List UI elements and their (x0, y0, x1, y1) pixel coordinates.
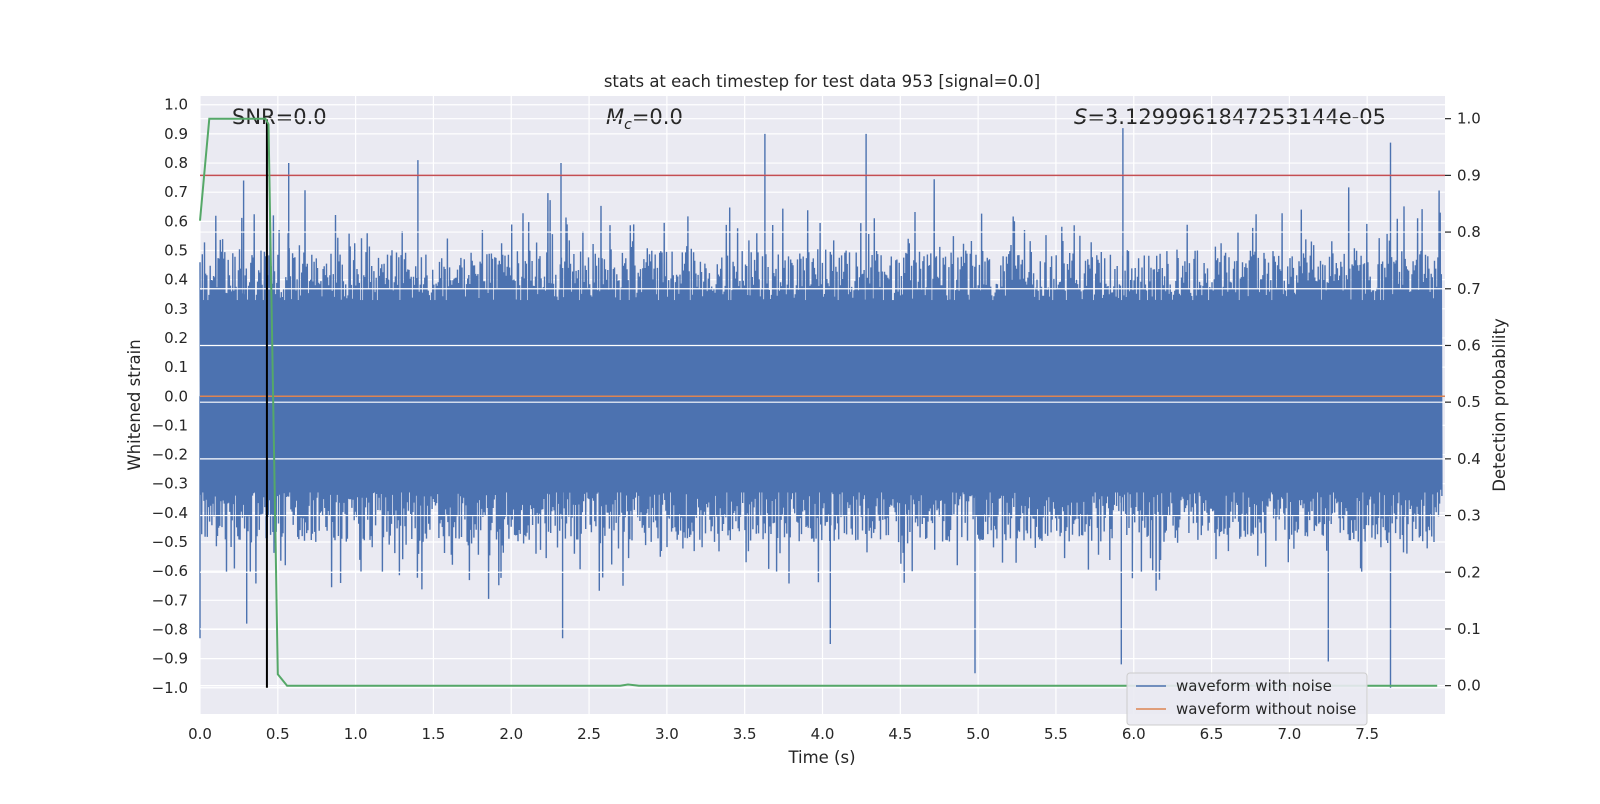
right-y-axis-ticks: 1.0 0.9 0.8 0.7 0.6 0.5 0.4 0.3 0.2 0.1 0.0 (1445, 110, 1481, 695)
chart-title: stats at each timestep for test data 953… (604, 72, 1040, 91)
legend-box (1126, 672, 1368, 726)
right-y-tick-label: 0.0 (1457, 677, 1481, 695)
right-y-axis-label: Detection probability (1490, 318, 1509, 492)
y-tick-label: 0.3 (164, 300, 188, 318)
x-tick-label: 6.5 (1200, 725, 1224, 743)
y-tick-label: −1.0 (152, 679, 188, 697)
right-y-tick-label: 0.4 (1457, 450, 1481, 468)
x-tick-label: 5.0 (966, 725, 990, 743)
y-axis-ticks: 1.0 0.9 0.8 0.7 0.6 0.5 0.4 0.3 0.2 0.1 0.0 −0.1 −0.… (152, 96, 188, 697)
y-tick-label: −0.4 (152, 504, 188, 522)
y-tick-label: 0.1 (164, 358, 188, 376)
x-tick-label: 5.5 (1044, 725, 1068, 743)
x-axis-label: Time (s) (787, 748, 855, 767)
legend-label-noise: waveform with noise (1176, 677, 1332, 695)
x-tick-label: 2.5 (577, 725, 601, 743)
y-tick-label: −0.2 (152, 446, 188, 464)
y-tick-label: 0.5 (164, 242, 188, 260)
right-y-tick-label: 0.6 (1457, 336, 1481, 354)
y-tick-label: 0.8 (164, 154, 188, 172)
right-y-tick-label: 0.8 (1457, 223, 1481, 241)
x-tick-label: 4.0 (811, 725, 835, 743)
y-tick-label: −0.9 (152, 650, 188, 668)
y-tick-label: 0.0 (164, 387, 188, 405)
x-tick-label: 0.0 (188, 725, 212, 743)
x-tick-label: 0.5 (266, 725, 290, 743)
x-tick-label: 2.0 (499, 725, 523, 743)
x-tick-label: 6.0 (1122, 725, 1146, 743)
y-tick-label: 0.2 (164, 329, 188, 347)
x-tick-label: 3.0 (655, 725, 679, 743)
right-y-tick-label: 0.3 (1457, 507, 1481, 525)
detection-probability-line (199, 117, 1438, 687)
right-y-tick-label: 1.0 (1457, 110, 1481, 128)
y-tick-label: 0.9 (164, 125, 188, 143)
y-tick-label: −0.3 (152, 475, 188, 493)
right-y-tick-label: 0.5 (1457, 393, 1481, 411)
y-tick-label: 1.0 (164, 96, 188, 114)
right-y-tick-label: 0.1 (1457, 620, 1481, 638)
snr-annotation: SNR=0.0 (232, 105, 327, 129)
right-y-tick-label: 0.7 (1457, 280, 1481, 298)
x-axis-ticks: 0.0 0.5 1.0 1.5 2.0 2.5 3.0 3.5 4.0 4.5 5.0 5.5 6.0 6… (188, 725, 1379, 743)
chirp-mass-symbol: M (606, 105, 624, 129)
s-annotation: S=3.1299961847253144e-05 (1074, 105, 1386, 129)
right-y-tick-label: 0.9 (1457, 166, 1481, 184)
overlay-lines (199, 117, 1445, 688)
x-tick-label: 1.0 (344, 725, 368, 743)
s-value: =3.1299961847253144e-05 (1087, 105, 1386, 129)
chirp-mass-value: =0.0 (632, 105, 683, 129)
x-tick-label: 4.5 (888, 725, 912, 743)
y-tick-label: 0.7 (164, 183, 188, 201)
legend-label-clean: waveform without noise (1176, 700, 1356, 718)
x-tick-label: 7.5 (1355, 725, 1379, 743)
y-tick-label: 0.4 (164, 271, 188, 289)
y-axis-label: Whitened strain (125, 339, 144, 470)
x-tick-label: 3.5 (733, 725, 757, 743)
legend: waveform with noise waveform without noi… (1126, 672, 1368, 726)
y-tick-label: −0.1 (152, 416, 188, 434)
x-tick-label: 7.0 (1277, 725, 1301, 743)
s-symbol: S (1074, 105, 1087, 129)
right-y-tick-label: 0.2 (1457, 563, 1481, 581)
chirp-mass-subscript: c (624, 117, 632, 133)
y-tick-label: 0.6 (164, 212, 188, 230)
chirp-mass-annotation: Mc=0.0 (606, 105, 683, 133)
x-tick-label: 1.5 (422, 725, 446, 743)
y-tick-label: −0.6 (152, 562, 188, 580)
y-tick-label: −0.7 (152, 591, 188, 609)
y-tick-label: −0.5 (152, 533, 188, 551)
y-tick-label: −0.8 (152, 620, 188, 638)
